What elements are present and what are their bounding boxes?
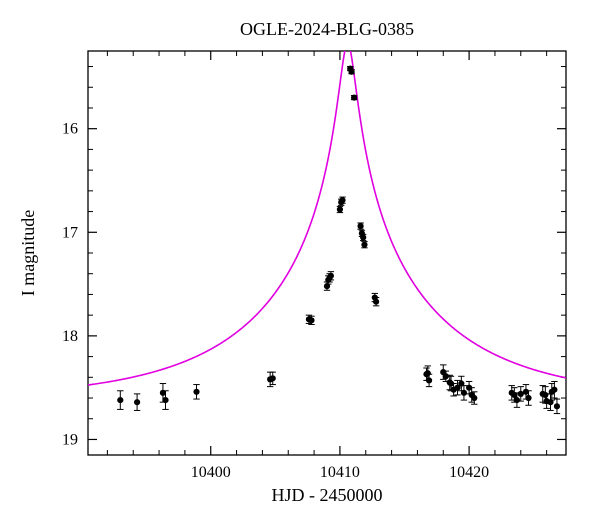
x-tick-label: 10410 xyxy=(320,464,360,481)
y-tick-label: 18 xyxy=(62,328,78,345)
x-axis-label: HJD - 2450000 xyxy=(272,485,383,505)
x-tick-label: 10400 xyxy=(191,464,231,481)
y-tick-label: 17 xyxy=(62,224,78,241)
chart-title: OGLE-2024-BLG-0385 xyxy=(240,19,414,39)
chart-container: { "chart": { "type": "scatter+line", "ti… xyxy=(0,0,600,512)
y-axis-label: I magnitude xyxy=(18,210,38,296)
y-tick-label: 16 xyxy=(62,121,78,138)
x-tick-label: 10420 xyxy=(449,464,489,481)
y-tick-label: 19 xyxy=(62,431,78,448)
lightcurve-plot: OGLE-2024-BLG-0385 10400 10410 10420 16 17 18 1… xyxy=(0,0,600,512)
